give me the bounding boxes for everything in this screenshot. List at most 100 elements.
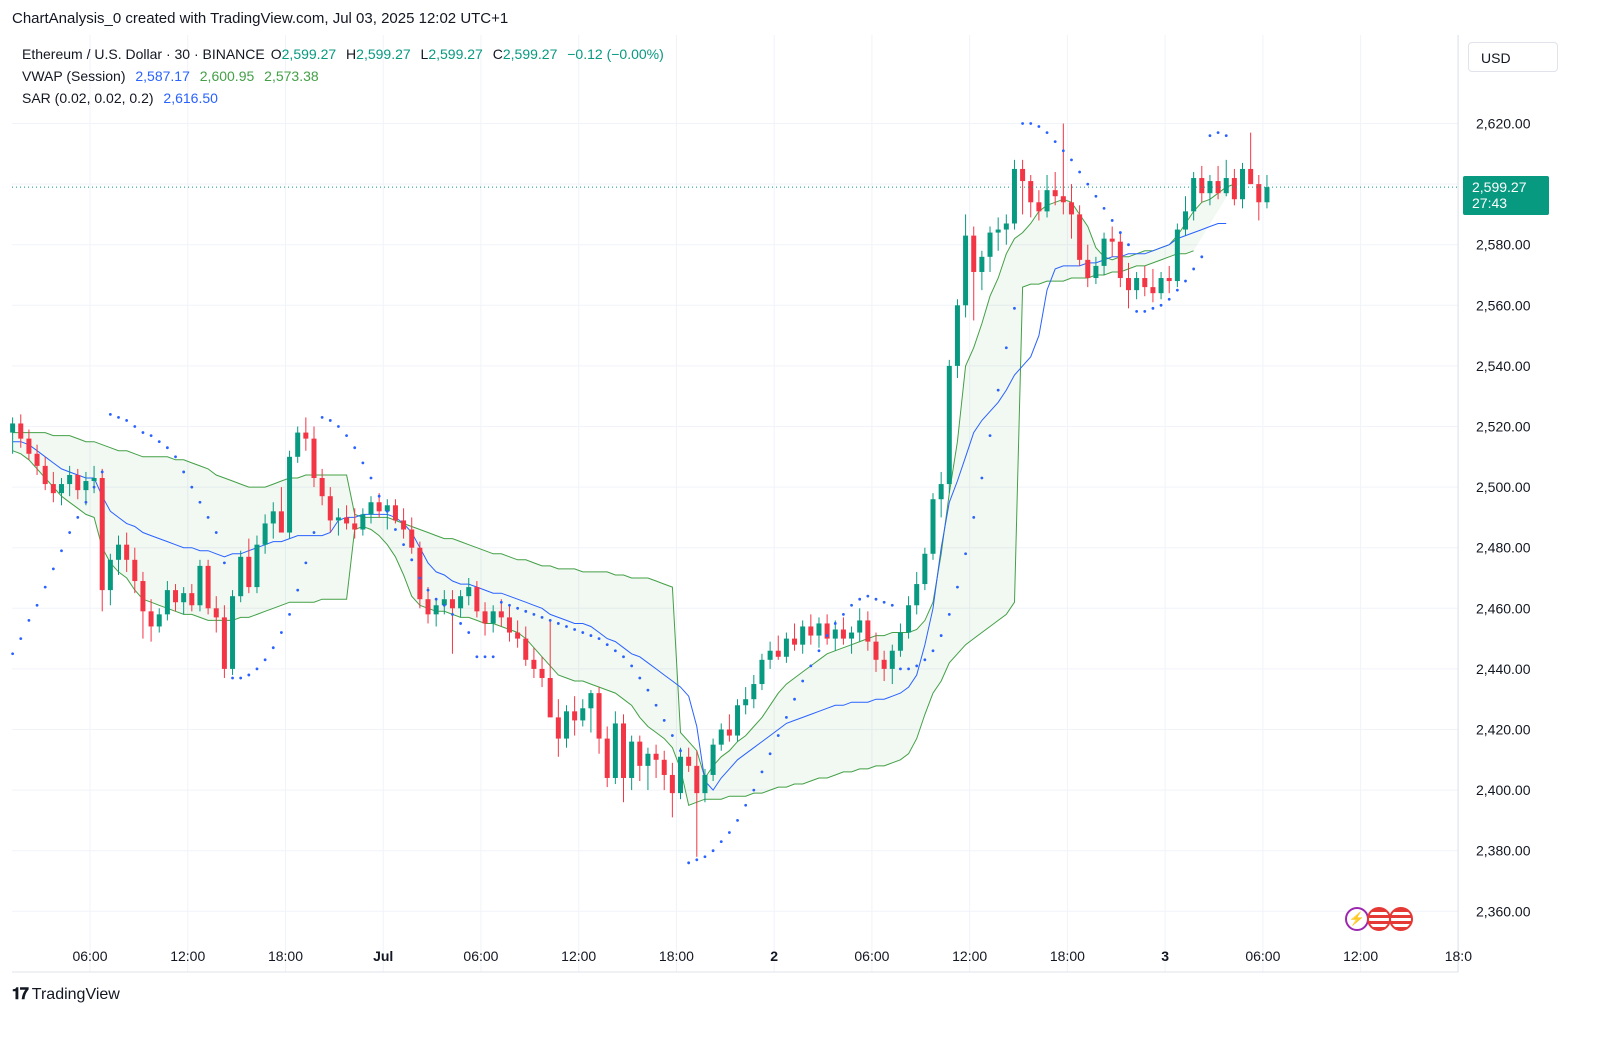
vwap-band-fill xyxy=(12,184,1235,806)
x-tick-label: 06:00 xyxy=(463,948,498,964)
candle-body xyxy=(506,617,512,633)
candle xyxy=(441,590,447,615)
sar-dot xyxy=(695,858,699,862)
sar-dot xyxy=(475,655,479,659)
candle xyxy=(1060,123,1066,215)
candle xyxy=(938,471,944,518)
sar-dot xyxy=(972,516,976,519)
candle-body xyxy=(498,611,504,618)
candle-body xyxy=(1207,181,1213,194)
candle xyxy=(629,735,635,791)
sar-dot xyxy=(597,637,601,640)
legend-symbol[interactable]: Ethereum / U.S. Dollar · 30 · BINANCE xyxy=(22,46,265,62)
event-badges[interactable]: ⚡ xyxy=(1345,907,1413,931)
candle-body xyxy=(1052,190,1058,197)
candle-body xyxy=(930,499,936,554)
candle xyxy=(148,599,154,642)
x-tick-label: 06:00 xyxy=(72,948,107,964)
us-flag-icon[interactable] xyxy=(1367,907,1391,931)
candle xyxy=(946,359,952,494)
candle-body xyxy=(205,565,211,609)
x-tick-label: 18:00 xyxy=(659,948,694,964)
candle xyxy=(612,711,618,785)
candle-body xyxy=(726,729,732,736)
tradingview-brand[interactable]: 𝟏𝟕 TradingView xyxy=(12,986,120,1004)
candle-body xyxy=(1199,178,1205,194)
legend-symbol-row[interactable]: Ethereum / U.S. Dollar · 30 · BINANCE O2,… xyxy=(22,46,670,62)
currency-selector[interactable]: USD xyxy=(1468,42,1558,72)
candle-body xyxy=(1191,178,1197,212)
candle-body xyxy=(1060,196,1066,203)
candle xyxy=(1093,256,1099,285)
candle xyxy=(270,502,276,539)
sar-dot xyxy=(255,667,259,671)
candle-body xyxy=(197,565,203,606)
candle xyxy=(164,581,170,621)
candle xyxy=(319,468,325,506)
sar-dot xyxy=(280,631,283,634)
candle xyxy=(1109,226,1115,257)
candle xyxy=(1174,223,1180,288)
sar-dot xyxy=(532,612,536,616)
candle-body xyxy=(26,438,32,454)
candle xyxy=(718,723,724,751)
candle-body xyxy=(148,611,154,627)
candle xyxy=(914,571,920,615)
candle-body xyxy=(262,523,268,545)
candle-body xyxy=(181,593,187,603)
sar-dot xyxy=(931,649,935,653)
sar-dot xyxy=(1086,182,1090,186)
candle xyxy=(1191,171,1197,221)
x-tick-label: 2 xyxy=(770,948,778,964)
y-tick-label: 2,540.00 xyxy=(1476,358,1531,374)
us-flag-icon[interactable] xyxy=(1389,907,1413,931)
sar-dot xyxy=(638,676,642,680)
sar-dot xyxy=(328,419,332,422)
candle-body xyxy=(482,611,488,624)
sar-dot xyxy=(442,603,446,607)
legend-vwap-row[interactable]: VWAP (Session) 2,587.17 2,600.95 2,573.3… xyxy=(22,68,325,84)
sar-dot xyxy=(1102,206,1106,210)
candle xyxy=(327,487,333,533)
candle-body xyxy=(1020,168,1026,182)
candle-body xyxy=(816,623,822,636)
candle xyxy=(620,714,626,803)
candle-body xyxy=(637,741,643,766)
candle-body xyxy=(751,684,757,700)
sar-dot xyxy=(304,561,308,565)
candle-body xyxy=(189,593,195,606)
sar-dot xyxy=(1118,231,1122,234)
legend-vwap-name[interactable]: VWAP (Session) xyxy=(22,68,126,84)
legend-sar-name[interactable]: SAR (0.02, 0.02, 0.2) xyxy=(22,90,154,106)
sar-dot xyxy=(882,600,886,604)
candle-body xyxy=(458,596,464,609)
candle-body xyxy=(295,432,301,457)
sar-dot xyxy=(939,634,943,637)
candle xyxy=(580,699,586,727)
candle xyxy=(726,714,732,742)
candle-body xyxy=(449,599,455,609)
candle-body xyxy=(954,305,960,366)
candle-body xyxy=(230,596,236,669)
candle xyxy=(1028,175,1034,218)
candle-body xyxy=(906,605,912,633)
candle xyxy=(702,768,708,803)
candle xyxy=(197,559,203,612)
candle xyxy=(26,429,32,460)
legend-sar-row[interactable]: SAR (0.02, 0.02, 0.2) 2,616.50 xyxy=(22,90,224,106)
sar-dot xyxy=(434,597,438,601)
candle-body xyxy=(490,611,496,624)
candle-body xyxy=(849,632,855,639)
x-tick-label: 18:0 xyxy=(1445,948,1472,964)
sar-dot xyxy=(68,531,72,534)
candle-body xyxy=(669,774,675,794)
sar-dot xyxy=(467,631,471,634)
lightning-icon[interactable]: ⚡ xyxy=(1345,907,1369,931)
candle-body xyxy=(311,438,317,479)
sar-dot xyxy=(133,425,137,428)
sar-dot xyxy=(703,855,707,859)
candle xyxy=(995,217,1001,251)
candle-body xyxy=(995,229,1001,233)
sar-dot xyxy=(736,819,739,822)
